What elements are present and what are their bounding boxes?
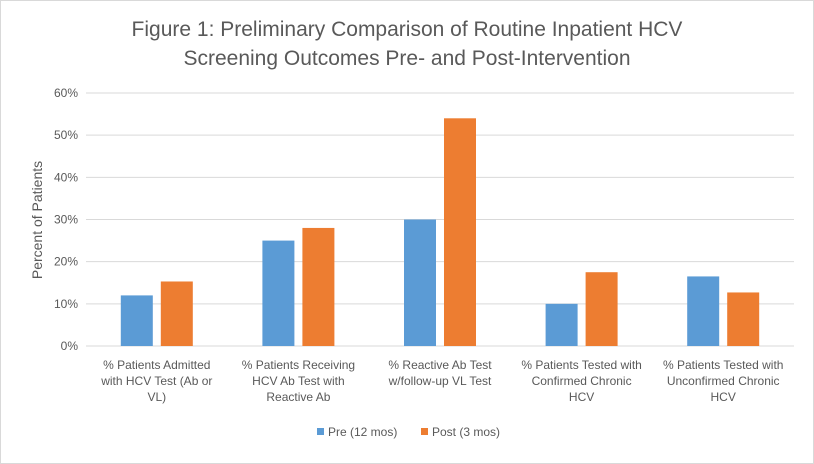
bar-pre-4	[545, 303, 578, 346]
y-tick-label: 60%	[54, 86, 78, 100]
chart-title-line-2: Screening Outcomes Pre- and Post-Interve…	[183, 47, 631, 70]
y-tick-label: 10%	[54, 297, 78, 311]
bar-pre-5	[687, 276, 720, 346]
y-tick-label: 20%	[54, 255, 78, 269]
y-tick-label: 0%	[61, 339, 79, 353]
legend-swatch	[317, 428, 324, 435]
bar-post-3	[444, 118, 476, 346]
bar-post-2	[302, 227, 335, 346]
y-axis-ticks: 0% 10% 20% 30% 40% 50% 60%	[54, 86, 78, 353]
x-category-label: % Patients Tested with Confirmed Chronic H…	[521, 358, 642, 404]
bar-pre-2	[262, 240, 295, 346]
y-tick-label: 50%	[54, 128, 78, 142]
legend: Pre (12 mos) Post (3 mos)	[317, 425, 500, 439]
bars	[120, 118, 760, 346]
bar-pre-3	[404, 219, 436, 346]
x-category-label: % Patients Tested with Unconfirmed Chroni…	[663, 358, 784, 404]
chart-title: Figure 1: Preliminary Comparison of Rout…	[1, 15, 813, 73]
y-tick-label: 40%	[54, 170, 78, 184]
y-tick-label: 30%	[54, 213, 78, 227]
legend-label: Post (3 mos)	[432, 425, 500, 439]
bar-post-1	[160, 281, 193, 346]
x-axis-categories: % Patients Admitted with HCV Test (Ab or V…	[100, 358, 783, 404]
y-axis-label: Percent of Patients	[29, 161, 45, 279]
x-category-label: % Patients Receiving HCV Ab Test with Reac…	[242, 358, 355, 404]
legend-label: Pre (12 mos)	[328, 425, 397, 439]
x-category-label: % Patients Admitted with HCV Test (Ab or V…	[100, 358, 212, 404]
legend-swatch	[421, 428, 428, 435]
bar-post-4	[585, 272, 618, 346]
gridlines	[86, 92, 794, 347]
chart-title-line-1: Figure 1: Preliminary Comparison of Rout…	[131, 18, 683, 41]
bar-pre-1	[120, 295, 153, 346]
x-category-label: % Reactive Ab Test w/follow-up VL Test	[388, 358, 493, 388]
bar-post-5	[727, 292, 760, 346]
